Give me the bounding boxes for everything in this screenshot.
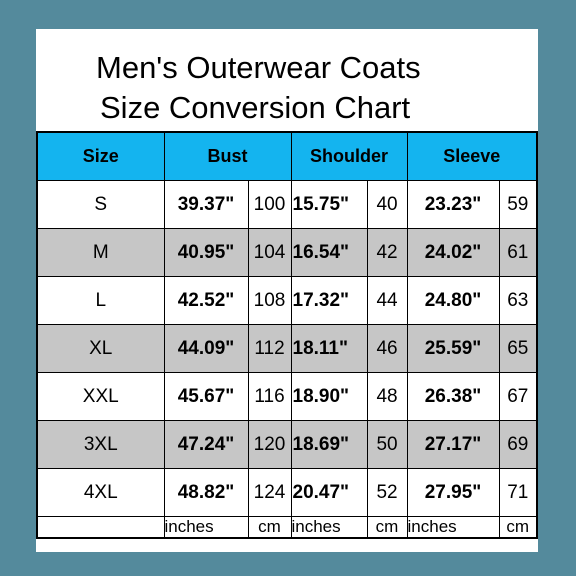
- shoulder-inches-cell: 18.11": [290, 324, 368, 373]
- shoulder-unit-inches: inches: [290, 516, 368, 539]
- bust-unit-cm: cm: [247, 516, 292, 539]
- shoulder-inches-cell: 17.32": [290, 276, 368, 325]
- sleeve-cm-cell: 69: [498, 420, 538, 469]
- header-bust: Bust: [163, 131, 292, 181]
- table-row: XL 44.09" 112 18.11" 46 25.59" 65: [36, 324, 538, 373]
- bust-inches-cell: 39.37": [163, 180, 249, 229]
- size-cell: S: [36, 180, 165, 229]
- table-row: 3XL 47.24" 120 18.69" 50 27.17" 69: [36, 420, 538, 469]
- header-sleeve: Sleeve: [406, 131, 538, 181]
- table-row: XXL 45.67" 116 18.90" 48 26.38" 67: [36, 372, 538, 421]
- bust-cm-cell: 120: [247, 420, 292, 469]
- bust-cm-cell: 116: [247, 372, 292, 421]
- sleeve-inches-cell: 24.02": [406, 228, 500, 277]
- units-blank-cell: [36, 516, 165, 539]
- shoulder-cm-cell: 52: [366, 468, 408, 517]
- shoulder-inches-cell: 18.69": [290, 420, 368, 469]
- units-row: inches cm inches cm inches cm: [36, 516, 538, 539]
- title-line-1: Men's Outerwear Coats: [96, 50, 421, 85]
- shoulder-inches-cell: 15.75": [290, 180, 368, 229]
- shoulder-inches-cell: 20.47": [290, 468, 368, 517]
- shoulder-unit-cm: cm: [366, 516, 408, 539]
- sleeve-inches-cell: 23.23": [406, 180, 500, 229]
- sleeve-unit-inches: inches: [406, 516, 500, 539]
- bust-inches-cell: 47.24": [163, 420, 249, 469]
- sleeve-inches-cell: 26.38": [406, 372, 500, 421]
- sleeve-cm-cell: 67: [498, 372, 538, 421]
- sleeve-inches-cell: 27.17": [406, 420, 500, 469]
- size-chart-card: Men's Outerwear Coats Size Conversion Ch…: [36, 29, 539, 552]
- shoulder-cm-cell: 40: [366, 180, 408, 229]
- sleeve-cm-cell: 63: [498, 276, 538, 325]
- sleeve-inches-cell: 27.95": [406, 468, 500, 517]
- bust-cm-cell: 100: [247, 180, 292, 229]
- table-row: M 40.95" 104 16.54" 42 24.02" 61: [36, 228, 538, 277]
- shoulder-cm-cell: 50: [366, 420, 408, 469]
- bust-cm-cell: 124: [247, 468, 292, 517]
- shoulder-cm-cell: 42: [366, 228, 408, 277]
- shoulder-cm-cell: 46: [366, 324, 408, 373]
- shoulder-inches-cell: 16.54": [290, 228, 368, 277]
- size-cell: M: [36, 228, 165, 277]
- table-row: L 42.52" 108 17.32" 44 24.80" 63: [36, 276, 538, 325]
- shoulder-cm-cell: 44: [366, 276, 408, 325]
- size-cell: 3XL: [36, 420, 165, 469]
- header-size: Size: [36, 131, 165, 181]
- size-cell: 4XL: [36, 468, 165, 517]
- sleeve-cm-cell: 65: [498, 324, 538, 373]
- bust-inches-cell: 40.95": [163, 228, 249, 277]
- size-cell: XXL: [36, 372, 165, 421]
- title-line-2: Size Conversion Chart: [100, 90, 411, 125]
- size-cell: XL: [36, 324, 165, 373]
- bust-cm-cell: 108: [247, 276, 292, 325]
- bust-inches-cell: 42.52": [163, 276, 249, 325]
- bust-cm-cell: 112: [247, 324, 292, 373]
- size-cell: L: [36, 276, 165, 325]
- shoulder-inches-cell: 18.90": [290, 372, 368, 421]
- sleeve-inches-cell: 25.59": [406, 324, 500, 373]
- bust-inches-cell: 48.82": [163, 468, 249, 517]
- sleeve-cm-cell: 59: [498, 180, 538, 229]
- size-conversion-table: Size Bust Shoulder Sleeve S 39.37" 100 1…: [36, 131, 539, 539]
- bust-unit-inches: inches: [163, 516, 249, 539]
- sleeve-inches-cell: 24.80": [406, 276, 500, 325]
- sleeve-unit-cm: cm: [498, 516, 538, 539]
- bust-cm-cell: 104: [247, 228, 292, 277]
- table-row: 4XL 48.82" 124 20.47" 52 27.95" 71: [36, 468, 538, 517]
- sleeve-cm-cell: 61: [498, 228, 538, 277]
- bust-inches-cell: 45.67": [163, 372, 249, 421]
- bust-inches-cell: 44.09": [163, 324, 249, 373]
- header-row: Size Bust Shoulder Sleeve: [36, 131, 538, 181]
- sleeve-cm-cell: 71: [498, 468, 538, 517]
- table-row: S 39.37" 100 15.75" 40 23.23" 59: [36, 180, 538, 229]
- shoulder-cm-cell: 48: [366, 372, 408, 421]
- header-shoulder: Shoulder: [290, 131, 408, 181]
